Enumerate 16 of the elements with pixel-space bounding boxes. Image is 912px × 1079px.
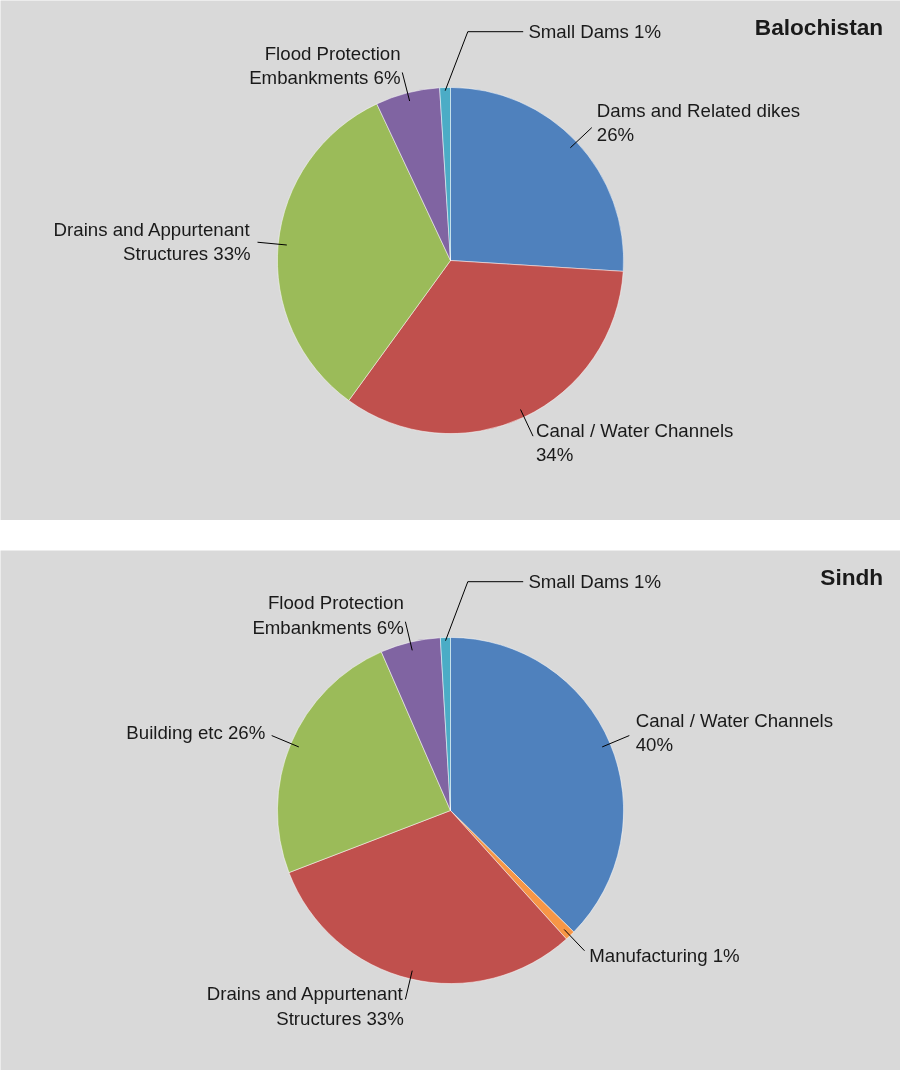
- slice-label: Canal / Water Channels: [635, 710, 834, 732]
- slice-label: Drains and Appurtenant Structures 33%: [206, 983, 404, 1029]
- slice-label: Manufacturing 1%: [589, 945, 740, 967]
- slice-label: Small Dams 1%: [528, 571, 662, 593]
- slice-label: Flood Protection Embankments 6%: [249, 43, 401, 89]
- data-label: 34%: [535, 444, 574, 466]
- slice-label: Building etc 26%: [126, 722, 266, 744]
- slice-label: Dams and Related dikes: [596, 100, 801, 122]
- slice-label: Drains and Appurtenant Structures 33%: [53, 219, 251, 265]
- chart-title: Sindh: [820, 563, 884, 590]
- chart-title: Balochistan: [754, 13, 884, 40]
- slice-label: Canal / Water Channels: [535, 419, 734, 441]
- data-label: 40%: [635, 734, 674, 756]
- slice-label: Flood Protection Embankments 6%: [252, 592, 404, 638]
- slice-label: Small Dams 1%: [528, 21, 662, 43]
- data-label: 26%: [596, 124, 635, 146]
